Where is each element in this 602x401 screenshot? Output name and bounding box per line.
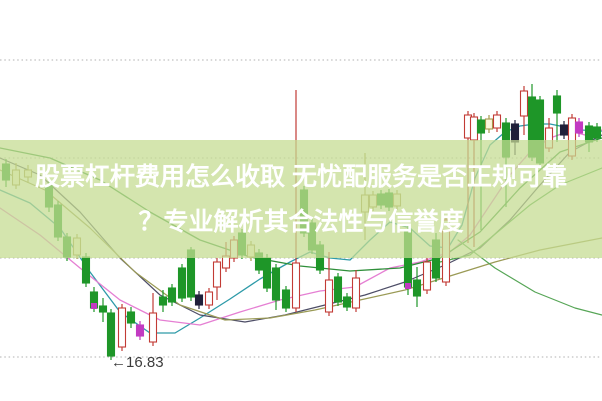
candle-body xyxy=(135,324,145,337)
candle-body xyxy=(117,307,127,348)
candle-body xyxy=(81,256,91,284)
candle-body xyxy=(281,289,291,309)
candle-body xyxy=(177,267,187,299)
headline-line-1: 股票杠杆费用怎么收取 无忧配服务是否正规可靠 xyxy=(35,163,567,191)
candle-body xyxy=(106,312,116,357)
ma-green-fan-down xyxy=(457,239,602,316)
candle-body xyxy=(324,279,334,313)
headline-line-2: ？专业解析其合法性与信誉度 xyxy=(138,208,464,236)
candle-body xyxy=(342,296,352,308)
headline-banner: 股票杠杆费用怎么收取 无忧配服务是否正规可靠 ？专业解析其合法性与信誉度 xyxy=(0,140,602,258)
candle-body xyxy=(559,124,569,136)
candle-body xyxy=(158,296,168,306)
price-low-annotation: ←16.83 xyxy=(111,354,164,371)
candle-body xyxy=(204,291,214,306)
candle-body xyxy=(574,121,584,134)
candle-body xyxy=(484,118,494,130)
candle-body xyxy=(167,287,177,303)
candle-body xyxy=(98,305,108,313)
candle-body xyxy=(592,126,602,139)
candle-body xyxy=(492,114,502,129)
accent-marker xyxy=(91,303,97,309)
candle-body xyxy=(469,116,479,141)
candle-body xyxy=(422,261,432,291)
candle-body xyxy=(126,311,136,324)
candle-body xyxy=(351,277,361,309)
accent-marker xyxy=(405,283,411,289)
candle-body xyxy=(262,257,272,289)
candle-body xyxy=(519,90,529,117)
candle-body xyxy=(412,279,422,297)
candle-body xyxy=(476,119,486,134)
candle-body xyxy=(271,267,281,301)
candle-body xyxy=(194,294,204,306)
candle-body xyxy=(333,276,343,303)
candle-body xyxy=(552,95,562,114)
candle-body xyxy=(291,262,301,309)
candle-body xyxy=(212,261,222,288)
candle-body xyxy=(148,312,158,343)
